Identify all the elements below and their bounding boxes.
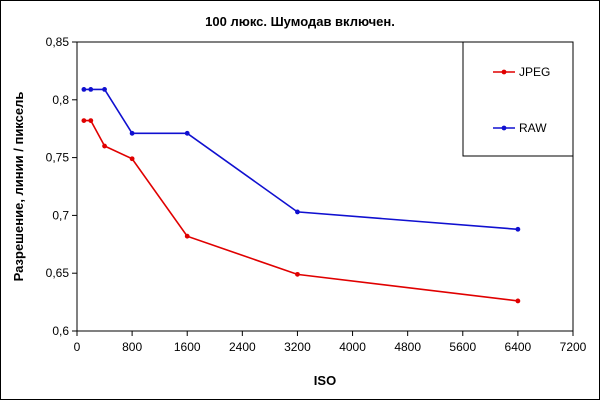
y-tick-label: 0,65 bbox=[46, 266, 70, 280]
legend-box bbox=[462, 41, 574, 157]
data-point-jpeg bbox=[102, 143, 107, 149]
y-tick-label: 0,8 bbox=[52, 93, 69, 107]
data-point-jpeg bbox=[88, 118, 94, 124]
y-tick-label: 0,6 bbox=[52, 324, 69, 338]
x-tick-label: 5600 bbox=[449, 340, 476, 354]
data-point-raw bbox=[102, 86, 107, 92]
y-axis-label: Разрешение, линии / пиксель bbox=[11, 92, 26, 282]
y-tick-label: 0,75 bbox=[46, 151, 70, 165]
legend-marker-jpeg bbox=[501, 69, 507, 75]
data-point-raw bbox=[515, 226, 521, 232]
y-tick-label: 0,7 bbox=[52, 208, 69, 222]
x-tick-label: 6400 bbox=[505, 340, 532, 354]
x-tick-label: 800 bbox=[122, 340, 142, 354]
data-point-jpeg bbox=[295, 271, 300, 277]
legend-label-raw: RAW bbox=[519, 121, 547, 135]
x-axis-label: ISO bbox=[314, 373, 336, 388]
x-tick-label: 1600 bbox=[174, 340, 201, 354]
data-point-raw bbox=[129, 130, 135, 136]
x-tick-label: 4000 bbox=[339, 340, 366, 354]
data-point-raw bbox=[184, 130, 190, 136]
x-tick-label: 7200 bbox=[560, 340, 587, 354]
legend: JPEG RAW bbox=[462, 41, 574, 157]
data-point-jpeg bbox=[515, 298, 521, 304]
x-tick-label: 3200 bbox=[284, 340, 311, 354]
data-point-raw bbox=[81, 86, 87, 92]
legend-marker-raw bbox=[501, 125, 507, 131]
data-point-raw bbox=[295, 209, 300, 215]
legend-label-jpeg: JPEG bbox=[519, 65, 550, 79]
chart-title: 100 люкс. Шумодав включен. bbox=[205, 14, 395, 29]
x-tick-label: 4800 bbox=[394, 340, 421, 354]
data-point-jpeg bbox=[81, 118, 87, 124]
x-tick-label: 0 bbox=[74, 340, 81, 354]
y-tick-label: 0,85 bbox=[46, 35, 70, 49]
data-point-raw bbox=[88, 86, 94, 92]
data-point-jpeg bbox=[129, 156, 135, 162]
data-point-jpeg bbox=[184, 233, 190, 239]
x-tick-label: 2400 bbox=[229, 340, 256, 354]
